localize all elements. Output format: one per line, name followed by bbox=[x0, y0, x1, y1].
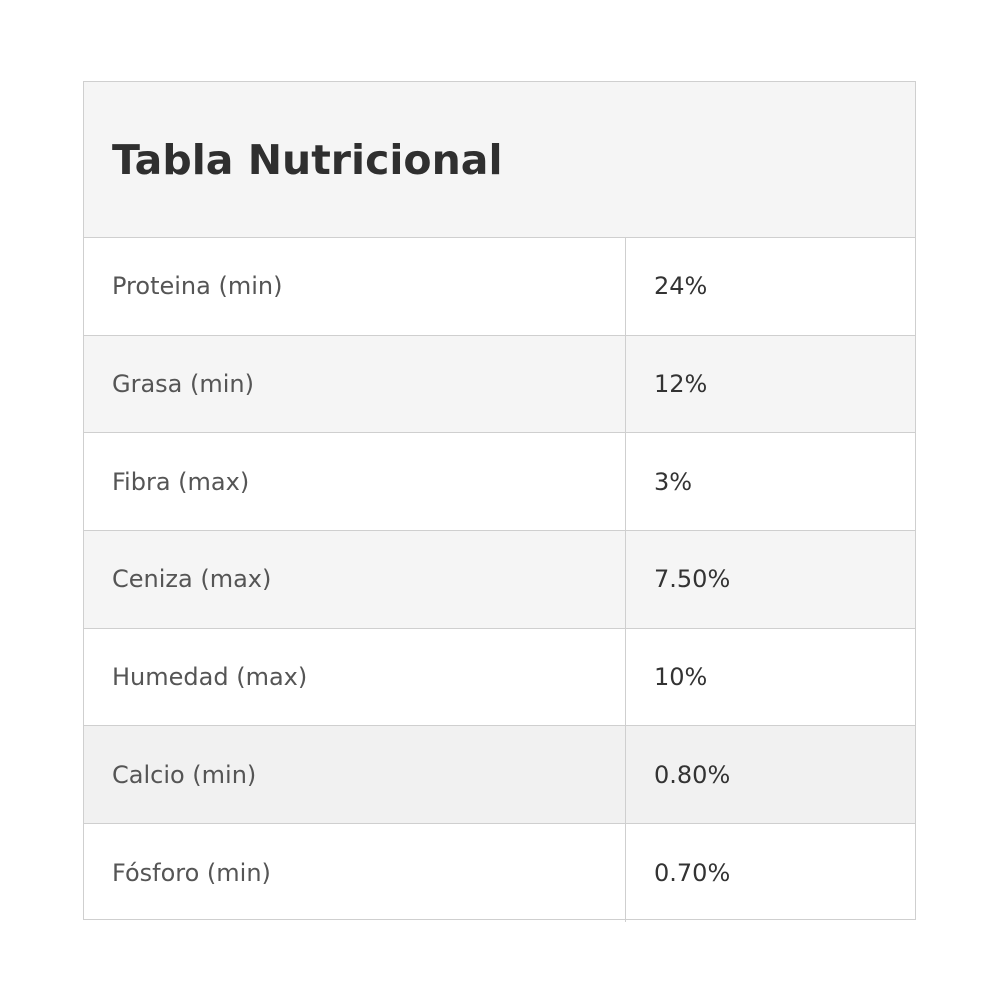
table-row: Fibra (max) 3% bbox=[84, 433, 915, 532]
nutrient-value: 7.50% bbox=[654, 565, 731, 594]
table-row: Fósforo (min) 0.70% bbox=[84, 824, 915, 922]
nutrient-label: Proteina (min) bbox=[84, 238, 626, 335]
nutrient-value: 10% bbox=[654, 663, 708, 692]
nutrition-table: Tabla Nutricional Proteina (min) 24% Gra… bbox=[83, 81, 916, 922]
nutrient-value: 12% bbox=[654, 370, 708, 399]
table-row: Humedad (max) 10% bbox=[84, 628, 915, 727]
nutrient-label: Ceniza (max) bbox=[84, 531, 626, 628]
nutrient-label: Grasa (min) bbox=[84, 335, 626, 433]
nutrient-value: 0.70% bbox=[654, 858, 731, 887]
nutrient-label: Calcio (min) bbox=[84, 726, 626, 824]
table-header: Tabla Nutricional bbox=[84, 82, 915, 238]
table-row: Calcio (min) 0.80% bbox=[84, 726, 915, 825]
nutrient-value: 3% bbox=[654, 467, 693, 496]
table-row: Ceniza (max) 7.50% bbox=[84, 531, 915, 629]
table-title: Tabla Nutricional bbox=[112, 135, 503, 184]
nutrient-label: Fósforo (min) bbox=[84, 824, 626, 922]
table-row: Proteina (min) 24% bbox=[84, 238, 915, 336]
table-row: Grasa (min) 12% bbox=[84, 335, 915, 434]
nutrient-label: Humedad (max) bbox=[84, 628, 626, 726]
nutrient-label: Fibra (max) bbox=[84, 433, 626, 531]
nutrient-value: 24% bbox=[654, 272, 708, 301]
nutrient-value: 0.80% bbox=[654, 760, 731, 789]
